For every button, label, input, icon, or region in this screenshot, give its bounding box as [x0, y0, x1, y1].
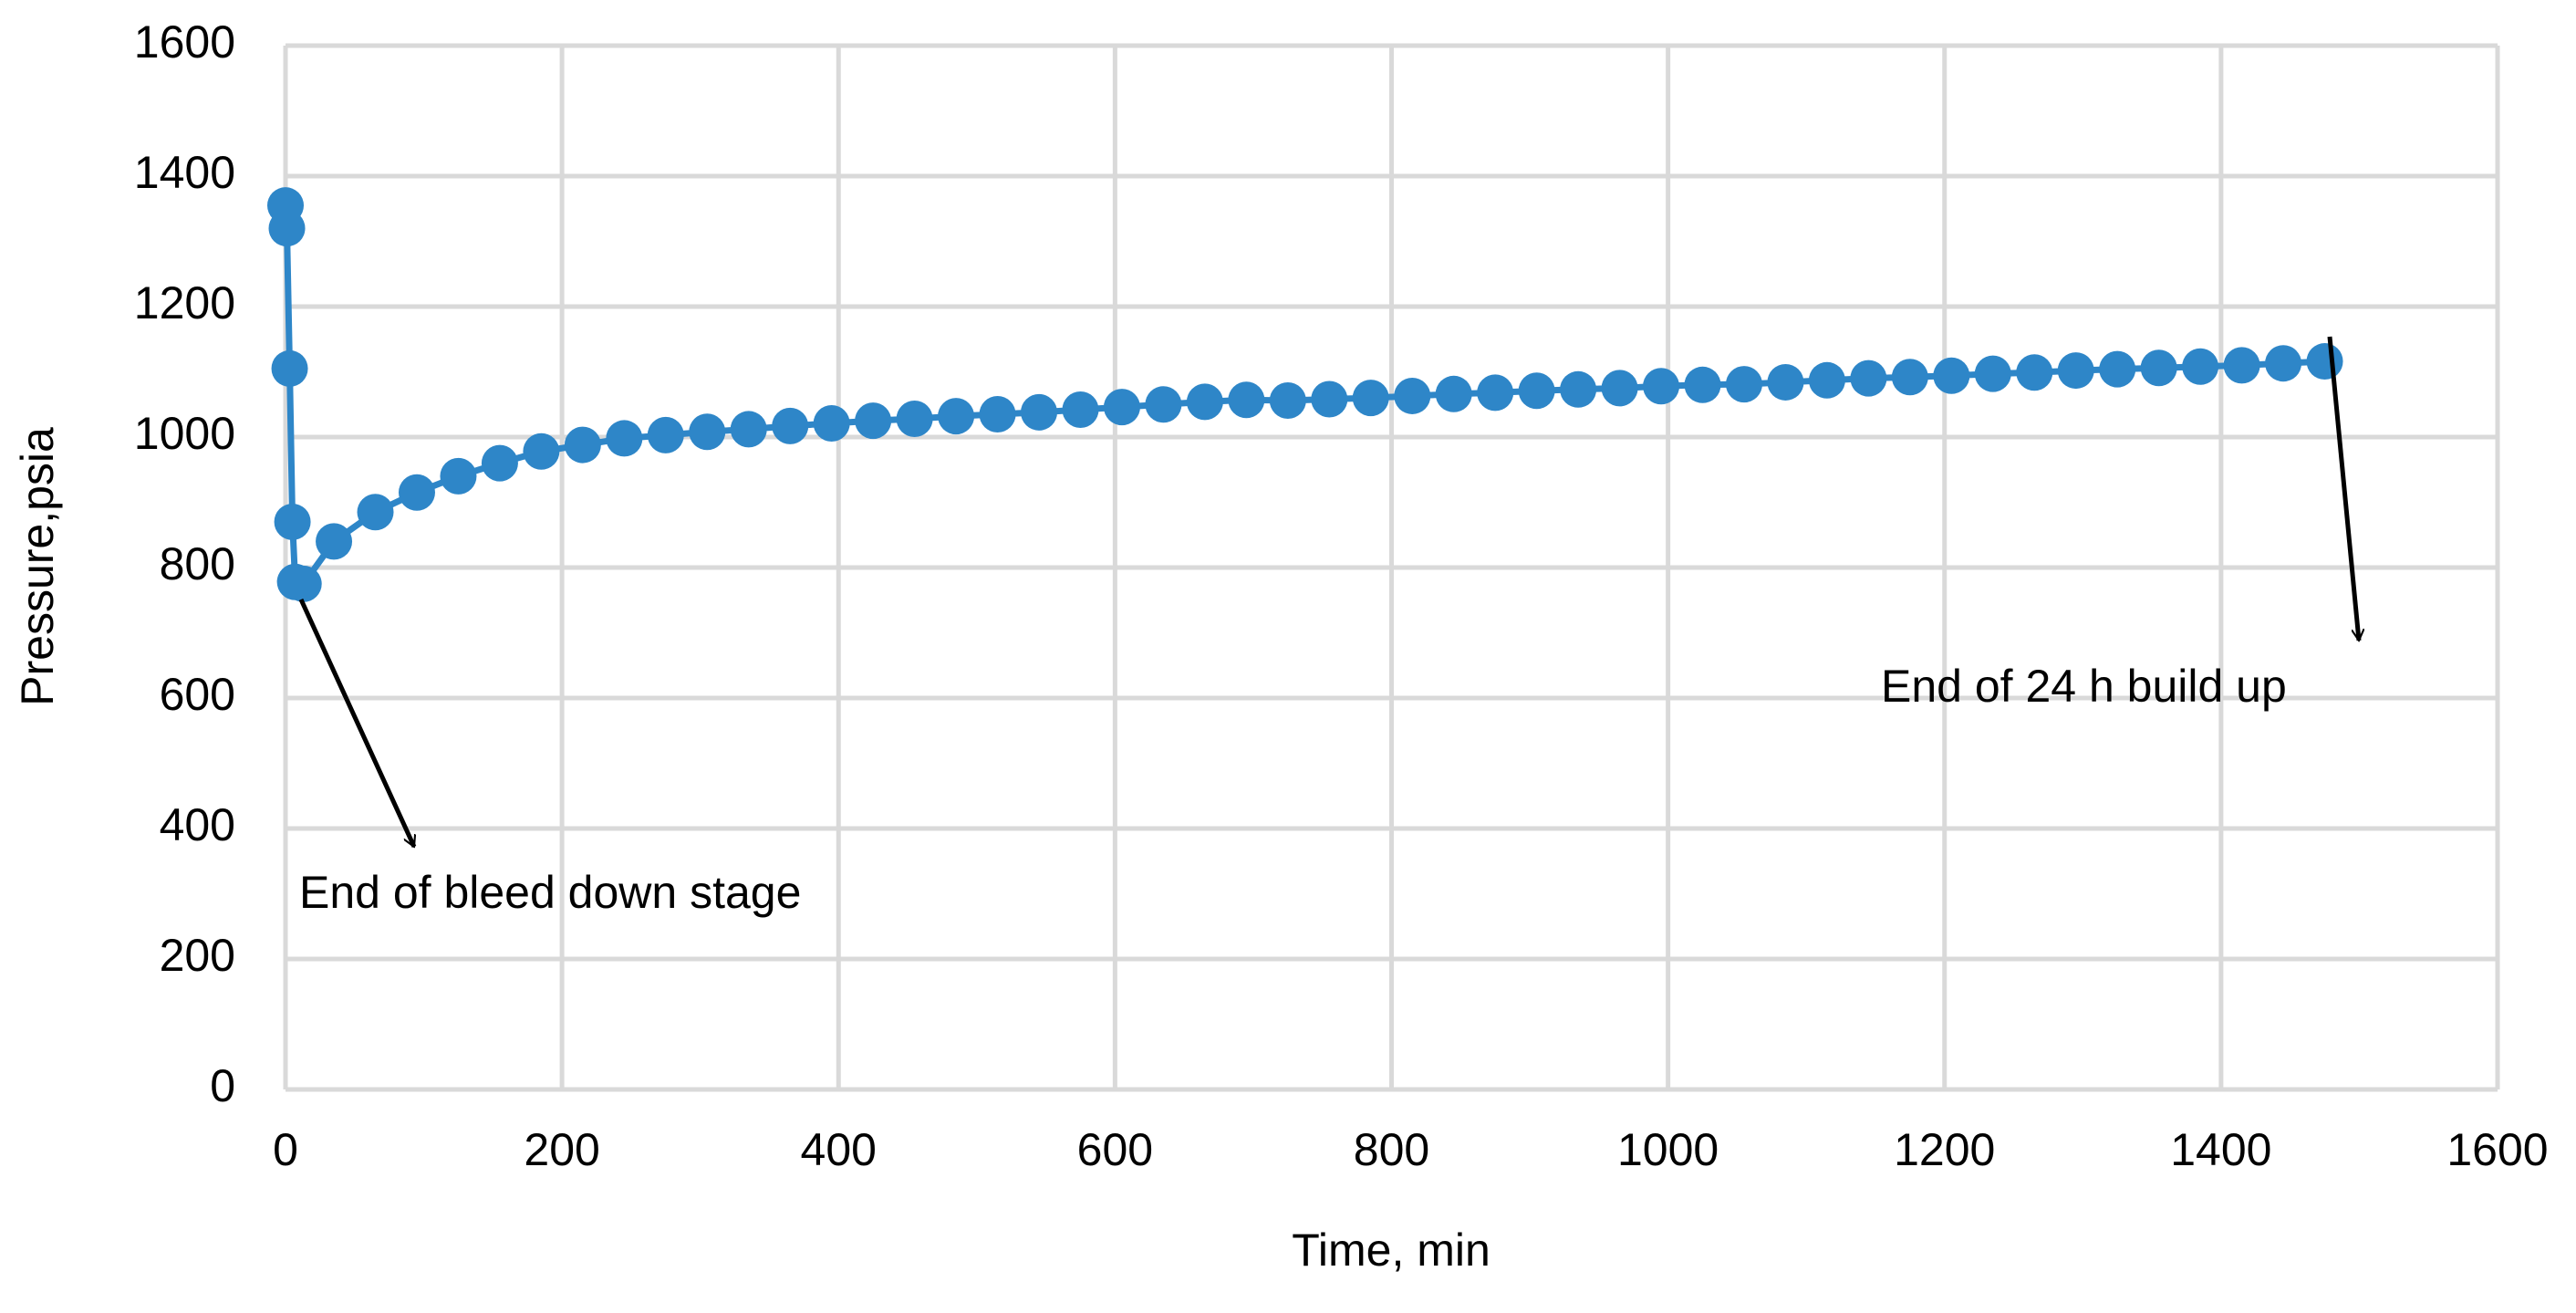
data-point	[285, 565, 322, 602]
data-point	[1145, 386, 1182, 423]
data-point	[1228, 381, 1265, 419]
data-point	[1352, 380, 1389, 417]
x-tick-label: 1200	[1894, 1124, 1995, 1175]
data-point	[268, 210, 306, 247]
data-point	[1808, 361, 1845, 399]
data-point	[2265, 345, 2302, 382]
y-tick-label: 1400	[134, 147, 235, 198]
data-point	[2306, 343, 2343, 380]
data-point	[896, 400, 933, 437]
y-tick-label: 400	[160, 799, 235, 850]
data-point	[523, 432, 560, 470]
x-tick-label: 1600	[2446, 1124, 2548, 1175]
data-point	[271, 349, 308, 387]
data-point	[398, 474, 435, 511]
data-point	[1684, 366, 1721, 403]
data-point	[357, 494, 394, 531]
y-tick-label: 1200	[134, 277, 235, 328]
data-point	[440, 457, 477, 495]
data-point	[2099, 350, 2136, 388]
data-point	[606, 420, 643, 457]
x-tick-label: 1000	[1617, 1124, 1719, 1175]
x-tick-label: 400	[801, 1124, 877, 1175]
data-point	[1725, 366, 1762, 403]
data-point	[1394, 377, 1431, 414]
data-point	[1269, 381, 1306, 419]
data-point	[855, 402, 892, 440]
data-point	[1560, 370, 1597, 408]
data-point	[730, 411, 767, 448]
data-point	[316, 523, 353, 560]
data-point	[1435, 375, 1472, 412]
data-point	[1933, 357, 1970, 394]
series-line	[282, 204, 2325, 588]
data-point	[2016, 354, 2053, 391]
x-tick-label: 600	[1077, 1124, 1153, 1175]
y-axis-title: Pressure,psia	[12, 427, 63, 706]
y-tick-label: 1000	[134, 408, 235, 459]
data-point	[1062, 391, 1099, 428]
data-point	[1477, 374, 1514, 412]
data-point	[1643, 368, 1680, 405]
data-point	[1518, 372, 1555, 410]
data-point	[2140, 349, 2177, 387]
data-point	[1186, 383, 1223, 421]
data-point	[1311, 380, 1348, 418]
data-point	[772, 407, 809, 444]
data-point	[813, 404, 850, 442]
x-tick-label: 800	[1354, 1124, 1429, 1175]
data-point	[2223, 347, 2260, 384]
data-point	[1974, 355, 2011, 392]
data-point	[1767, 363, 1804, 401]
y-tick-label: 600	[160, 669, 235, 720]
y-tick-label: 1600	[134, 16, 235, 68]
annotation: End of bleed down stage	[299, 867, 801, 918]
data-point	[1850, 360, 1887, 397]
series	[267, 187, 2343, 602]
annotation-arrow	[298, 598, 417, 847]
data-point	[689, 413, 726, 451]
x-tick-label: 0	[273, 1124, 298, 1175]
data-point	[647, 416, 684, 453]
data-point	[2182, 348, 2219, 385]
annotation-arrow	[2327, 336, 2359, 641]
data-point	[481, 444, 518, 482]
y-tick-label: 200	[160, 930, 235, 981]
data-point	[564, 426, 601, 464]
data-point	[1103, 389, 1140, 426]
data-point	[1021, 393, 1058, 431]
annotation: End of 24 h build up	[1881, 661, 2287, 712]
x-tick-label: 200	[524, 1124, 599, 1175]
data-point	[1891, 359, 1928, 396]
data-point	[1601, 370, 1638, 407]
y-tick-label: 800	[160, 538, 235, 589]
data-point	[2057, 352, 2094, 390]
y-tick-label: 0	[210, 1060, 235, 1111]
data-point	[274, 503, 311, 540]
x-axis-title: Time, min	[1292, 1224, 1491, 1276]
grid	[283, 43, 2500, 1092]
data-point	[979, 395, 1016, 432]
data-point	[938, 398, 975, 435]
x-tick-label: 1400	[2170, 1124, 2271, 1175]
